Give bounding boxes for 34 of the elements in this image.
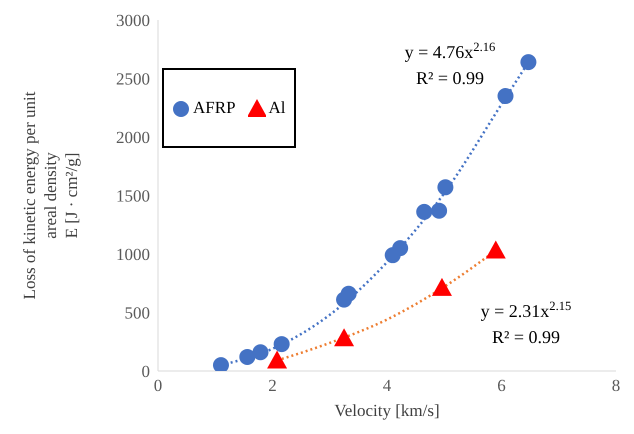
point [267,350,288,368]
x-tick-label: 0 [154,376,162,396]
annotation: y = 2.31x$^{2.15}$ [480,299,572,321]
point [432,278,452,296]
point [340,286,357,302]
point [274,336,290,352]
y-tick-label: 500 [124,304,150,323]
point [431,202,448,219]
annotation: y = 4.76x$^{2.16}$ [404,40,496,62]
point [437,179,454,196]
y-tick-label: 1000 [116,245,150,264]
x-tick-label: 8 [612,376,620,396]
point [416,204,432,220]
point [486,240,506,258]
y-tick-label: 2000 [116,128,150,148]
point [252,344,268,360]
point [334,328,354,346]
annotation: R² = 0.99 [416,68,484,88]
point [239,348,256,365]
y-tick-label: 2500 [116,70,150,89]
x-tick-label: 4 [382,376,392,396]
legend-label: Al [268,98,286,118]
x-tick-label: 6 [497,376,506,396]
x-axis-title: Velocity [km/s] [334,401,440,420]
annotation: R² = 0.99 [492,327,560,347]
y-tick-label: 3000 [116,11,150,30]
y-tick-label: 1500 [116,186,150,206]
y-axis-title: Loss of kinetic energy per unit areal density E [J · cm²/g] [20,91,81,300]
point [520,54,536,70]
point [498,88,514,104]
point [392,240,408,256]
legend-label: AFRP [192,98,236,118]
x-tick-label: 2 [268,376,277,396]
y-tick-label: 0 [142,362,150,382]
